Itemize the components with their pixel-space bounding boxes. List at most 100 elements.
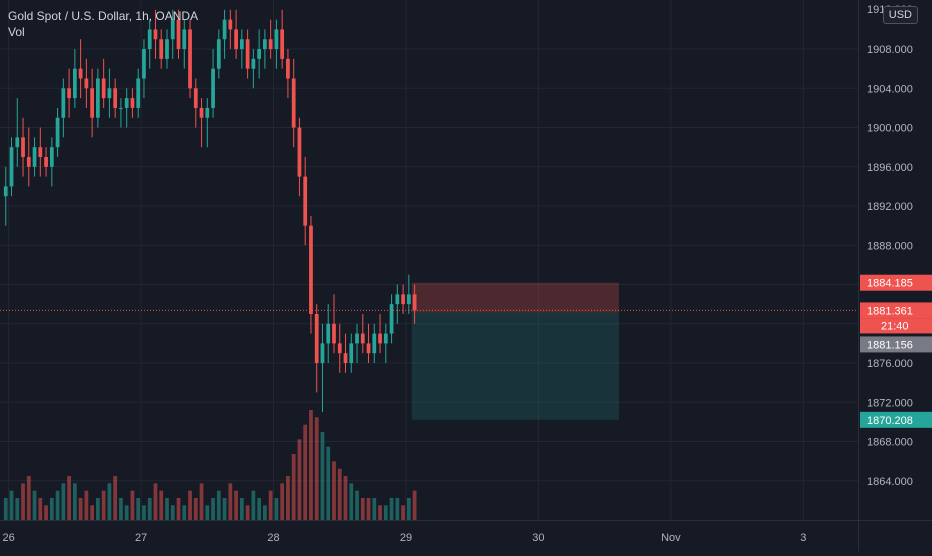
volume-bar: [286, 476, 290, 520]
candle-body: [159, 39, 164, 59]
price-tick-label: 1896.000: [867, 162, 913, 174]
candle-body: [216, 39, 221, 69]
candle-body: [67, 88, 71, 99]
candle-body: [211, 68, 215, 108]
volume-label[interactable]: Vol: [8, 25, 25, 39]
volume-bar: [38, 498, 43, 520]
candle-body: [245, 39, 250, 69]
candle-body: [130, 98, 135, 108]
volume-bar: [268, 490, 273, 520]
volume-bar: [193, 498, 198, 520]
symbol-title[interactable]: Gold Spot / U.S. Dollar, 1h, OANDA: [8, 9, 199, 23]
current-price-badge: 1881.361: [867, 305, 913, 317]
volume-bar: [251, 490, 256, 520]
volume-bar: [222, 498, 227, 520]
candle-body: [136, 78, 141, 108]
target-price-badge: 1870.208: [867, 415, 913, 427]
volume-bar: [188, 490, 192, 520]
candle-body: [228, 19, 233, 30]
candle-body: [239, 39, 244, 50]
candle-body: [389, 304, 394, 334]
volume-bar: [297, 439, 302, 520]
volume-bar: [130, 490, 135, 520]
current-price-badge-bg: [860, 302, 932, 319]
volume-bar: [216, 490, 221, 520]
time-axis-svg: 26 27 28 29 30 Nov 3: [3, 532, 807, 544]
time-axis[interactable]: 26 27 28 29 30 Nov 3: [0, 520, 858, 551]
candle-body: [15, 137, 20, 148]
volume-bar: [44, 505, 48, 520]
candle-body: [378, 333, 382, 344]
volume-bar: [211, 498, 215, 520]
candle-body: [119, 107, 123, 109]
candle-body: [176, 19, 181, 50]
price-tick-label: 1864.000: [867, 476, 913, 488]
candle-body: [84, 78, 89, 89]
volume-bar: [412, 490, 417, 520]
volume-bar: [349, 483, 354, 520]
volume-bar: [343, 476, 348, 520]
volume-bar: [234, 490, 238, 520]
volume-bar: [153, 483, 158, 520]
chart-legend: Gold Spot / U.S. Dollar, 1h, OANDA Vol: [8, 8, 198, 40]
candle-body: [153, 29, 158, 40]
candle-body: [61, 88, 66, 118]
candle-body: [113, 88, 118, 108]
candle-body: [337, 343, 342, 354]
price-axis[interactable]: 1864.0001868.0001872.0001876.0001880.000…: [858, 0, 932, 520]
candle-body: [222, 19, 227, 40]
candle-body: [32, 147, 37, 167]
candle-body: [326, 323, 331, 344]
volume-bar: [165, 498, 169, 520]
candle-body: [44, 156, 48, 167]
currency-button[interactable]: USD: [882, 6, 918, 24]
price-tick-label: 1900.000: [867, 123, 913, 135]
candle-body: [9, 147, 14, 187]
candle-body: [355, 333, 359, 344]
volume-bar: [291, 454, 296, 520]
volume-bar: [84, 490, 89, 520]
volume-bar: [337, 468, 342, 520]
axis-corner[interactable]: [858, 520, 932, 551]
candle-body: [182, 29, 187, 50]
candle-body: [251, 58, 256, 69]
candle-body: [309, 225, 313, 314]
volume-bar: [360, 498, 365, 520]
candle-body: [199, 107, 204, 118]
volume-bar: [107, 483, 112, 520]
candle-body: [3, 186, 8, 197]
candle-body: [395, 294, 400, 305]
volume-bar: [124, 505, 129, 520]
volume-bar: [401, 505, 405, 520]
candle-body: [165, 39, 169, 59]
candle-body: [147, 29, 152, 50]
candle-body: [291, 78, 296, 128]
time-tick-label: 27: [135, 532, 147, 544]
volume-bar: [228, 483, 233, 520]
volume-bar: [199, 483, 204, 520]
candle-body: [274, 29, 279, 50]
candle-body: [343, 353, 348, 364]
candle-body: [170, 19, 175, 40]
price-tick-label: 1904.000: [867, 83, 913, 95]
countdown-badge: 21:40: [881, 320, 909, 332]
volume-bar: [303, 424, 308, 520]
volume-bar: [326, 446, 331, 520]
price-tick-label: 1868.000: [867, 437, 913, 449]
volume-bar: [101, 490, 106, 520]
candle-body: [303, 176, 308, 226]
volume-bar: [366, 498, 371, 520]
volume-bar: [389, 498, 394, 520]
price-chart[interactable]: [0, 0, 858, 520]
candle-body: [349, 343, 354, 364]
candle-body: [38, 147, 43, 157]
volume-bar: [395, 498, 400, 520]
candle-body: [72, 68, 77, 99]
volume-bar: [32, 490, 37, 520]
volume-bar: [72, 483, 77, 520]
volume-bar: [90, 505, 95, 520]
time-tick-label: 30: [532, 532, 544, 544]
candle-body: [268, 39, 273, 50]
volume-bar: [15, 498, 20, 520]
chart-area[interactable]: Gold Spot / U.S. Dollar, 1h, OANDA Vol: [0, 0, 858, 520]
